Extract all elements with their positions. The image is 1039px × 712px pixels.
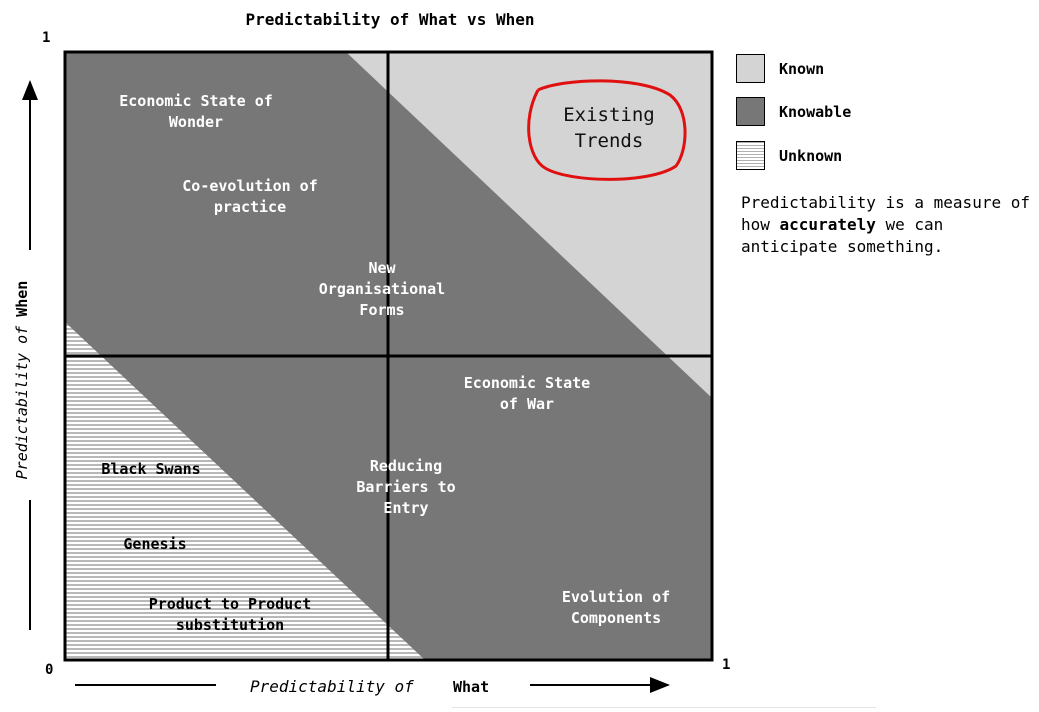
predictability-note: Predictability is a measure of how accur… (741, 193, 1030, 256)
x-max-tick: 1 (722, 657, 731, 673)
y-axis-label: Predictability of When (13, 280, 31, 480)
label-coevolution: Co-evolution of practice (182, 177, 318, 216)
highlight-circle (527, 79, 687, 181)
label-economic-wonder: Economic State of Wonder (119, 92, 273, 131)
y-max-tick: 1 (42, 30, 51, 46)
label-product-substitution: Product to Product substitution (148, 595, 312, 634)
label-economic-war: Economic State of War (463, 374, 591, 413)
diagram-frame (63, 50, 714, 662)
label-reducing-barriers: Reducing Barriers to Entry (356, 457, 456, 517)
unknown-region (65, 322, 425, 660)
origin-tick: 0 (45, 662, 54, 678)
knowable-swatch (736, 97, 765, 126)
label-black-swans: Black Swans (101, 460, 201, 478)
legend-known: Known (736, 54, 1036, 86)
label-existing-trends: Existing Trends (563, 104, 655, 152)
label-new-org-forms: New Organisational Forms (318, 259, 446, 319)
label-genesis: Genesis (123, 535, 187, 553)
label-evolution-components: Evolution of Components (561, 588, 671, 627)
legend-unknown: Unknown (736, 141, 1036, 173)
diagram-title: Predictability of What vs When (245, 10, 535, 29)
legend-knowable: Knowable (736, 97, 1036, 129)
bottom-divider (452, 707, 876, 708)
known-region (346, 52, 712, 398)
unknown-swatch (736, 141, 765, 170)
known-swatch (736, 54, 765, 83)
